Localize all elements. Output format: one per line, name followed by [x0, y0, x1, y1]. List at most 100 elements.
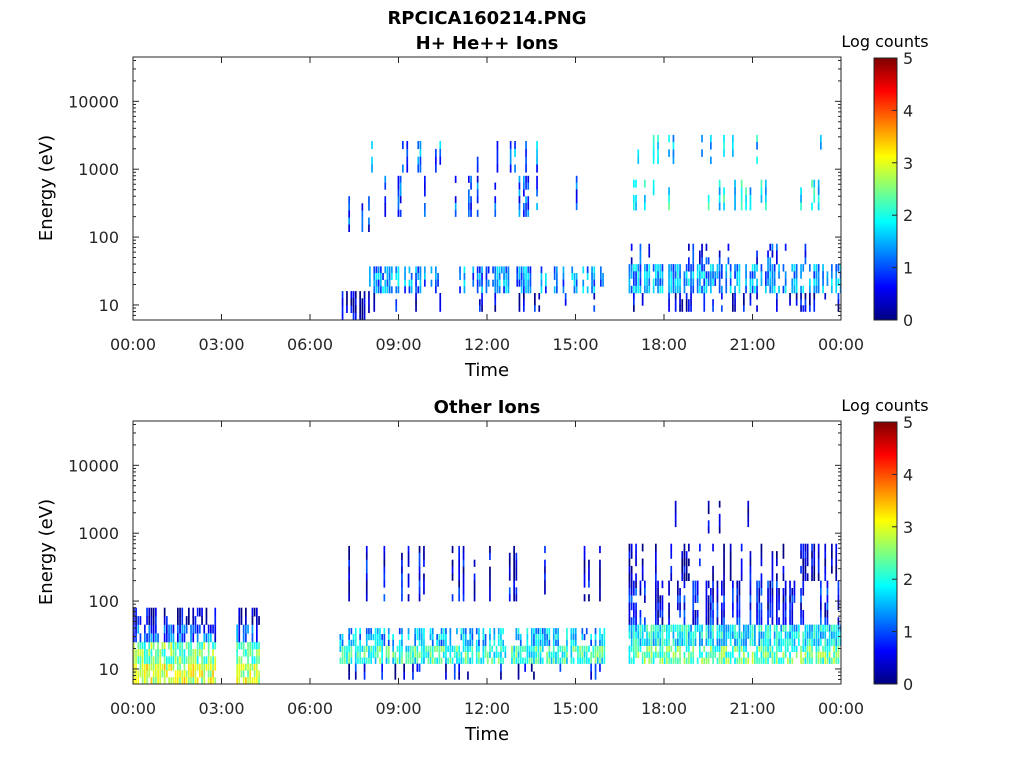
spectrogram-cell: [732, 602, 734, 611]
spectrogram-cell: [590, 657, 592, 664]
spectrogram-cell: [661, 602, 664, 611]
spectrogram-cell: [482, 657, 485, 664]
spectrogram-cell: [820, 142, 822, 150]
x-tick-label: 12:00: [464, 335, 510, 354]
spectrogram-cell: [652, 651, 655, 658]
spectrogram-cell: [817, 573, 820, 581]
spectrogram-cell: [181, 656, 184, 664]
spectrogram-cell: [760, 624, 763, 632]
spectrogram-cell: [245, 616, 247, 625]
spectrogram-cell: [396, 657, 399, 664]
spectrogram-cell: [401, 639, 403, 646]
spectrogram-cell: [170, 624, 173, 634]
spectrogram-cell: [348, 657, 350, 664]
spectrogram-cell: [407, 552, 410, 560]
spectrogram-cell: [635, 645, 637, 652]
spectrogram-cell: [641, 631, 644, 639]
spectrogram-cell: [406, 148, 409, 157]
spectrogram-cell: [526, 628, 529, 635]
spectrogram-cell: [721, 580, 723, 589]
spectrogram-cell: [685, 573, 688, 581]
spectrogram-cell: [563, 645, 566, 652]
spectrogram-cell: [384, 196, 387, 204]
spectrogram-cell: [767, 602, 769, 611]
spectrogram-cell: [813, 179, 816, 188]
spectrogram-cell: [150, 633, 153, 643]
spectrogram-cell: [655, 595, 657, 603]
spectrogram-cell: [690, 651, 692, 658]
spectrogram-cell: [701, 149, 703, 157]
spectrogram-cell: [384, 279, 387, 287]
spectrogram-cell: [795, 624, 798, 632]
spectrogram-cell: [541, 634, 544, 641]
spectrogram-cell: [820, 134, 822, 143]
spectrogram-cell: [504, 645, 507, 652]
spectrogram-cell: [778, 617, 780, 625]
spectrogram-cell: [771, 651, 774, 658]
spectrogram-cell: [670, 645, 673, 652]
spectrogram-cell: [661, 657, 664, 664]
spectrogram-cell: [637, 645, 640, 652]
spectrogram-cell: [469, 639, 471, 646]
spectrogram-cell: [679, 278, 681, 286]
spectrogram-cell: [734, 305, 736, 312]
spectrogram-cell: [163, 641, 166, 650]
spectrogram-cell: [500, 663, 502, 672]
spectrogram-cell: [648, 271, 651, 279]
spectrogram-cell: [520, 273, 523, 280]
spectrogram-cell: [681, 558, 684, 567]
spectrogram-cell: [773, 271, 776, 279]
spectrogram-cell: [207, 663, 210, 671]
spectrogram-cell: [655, 651, 657, 658]
spectrogram-cell: [456, 628, 458, 635]
spectrogram-cell: [833, 657, 835, 664]
spectrogram-cell: [628, 264, 631, 272]
spectrogram-cell: [771, 558, 774, 567]
spectrogram-cell: [672, 149, 675, 157]
spectrogram-cell: [590, 651, 592, 658]
spectrogram-cell: [729, 264, 732, 272]
spectrogram-cell: [415, 279, 417, 287]
spectrogram-cell: [482, 651, 485, 658]
spectrogram-cell: [420, 651, 423, 658]
spectrogram-cell: [652, 149, 655, 157]
spectrogram-cell: [414, 657, 416, 664]
spectrogram-cell: [379, 634, 381, 641]
spectrogram-cell: [361, 224, 364, 232]
spectrogram-cell: [500, 634, 502, 641]
spectrogram-cell: [420, 657, 423, 664]
spectrogram-cell: [566, 634, 568, 641]
spectrogram-cell: [679, 624, 681, 632]
spectrogram-cell: [371, 141, 373, 150]
spectrogram-cell: [460, 628, 463, 635]
spectrogram-cell: [548, 657, 551, 664]
spectrogram-cell: [710, 645, 712, 652]
spectrogram-cell: [657, 610, 659, 618]
spectrogram-cell: [756, 142, 758, 150]
spectrogram-cell: [478, 645, 480, 652]
spectrogram-cell: [459, 273, 461, 280]
spectrogram-cell: [439, 293, 442, 300]
spectrogram-cell: [582, 266, 585, 274]
spectrogram-cell: [251, 607, 254, 617]
spectrogram-cell: [199, 624, 201, 634]
spectrogram-cell: [815, 638, 818, 646]
spectrogram-cell: [659, 595, 662, 603]
spectrogram-cell: [802, 285, 805, 294]
spectrogram-cell: [681, 631, 684, 639]
spectrogram-cell: [537, 639, 540, 646]
spectrogram-cell: [403, 663, 405, 672]
spectrogram-cell: [159, 649, 162, 657]
spectrogram-cell: [447, 657, 449, 664]
spectrogram-cell: [508, 559, 511, 567]
spectrogram-cell: [767, 271, 769, 279]
spectrogram-cell: [811, 565, 813, 574]
spectrogram-cell: [354, 645, 357, 652]
spectrogram-cell: [459, 286, 461, 294]
spectrogram-cell: [602, 273, 604, 280]
spectrogram-cell: [637, 264, 640, 272]
spectrogram-cell: [815, 651, 818, 658]
spectrogram-cell: [174, 656, 177, 664]
spectrogram-cell: [736, 278, 739, 286]
spectrogram-cell: [161, 670, 164, 678]
